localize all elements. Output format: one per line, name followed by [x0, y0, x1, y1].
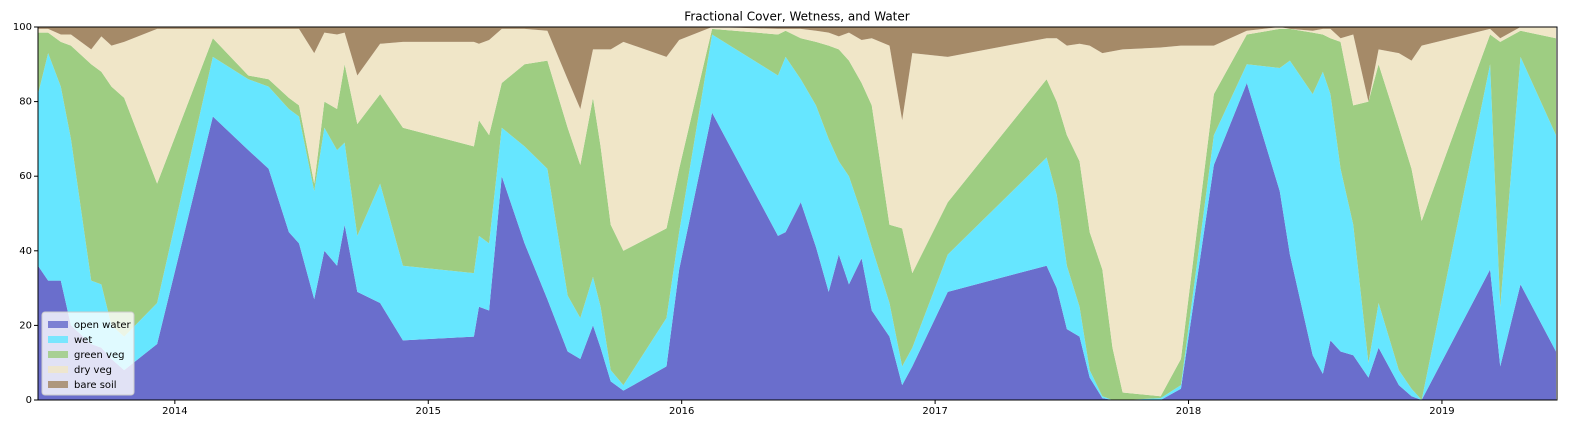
- legend-swatch: [48, 321, 68, 328]
- x-tick-label: 2015: [416, 406, 441, 417]
- legend-label: bare soil: [74, 380, 117, 391]
- area: [38, 82, 1556, 400]
- y-tick-label: 0: [26, 395, 32, 406]
- chart-title: Fractional Cover, Wetness, and Water: [684, 10, 909, 24]
- x-tick-label: 2016: [669, 406, 694, 417]
- x-tick-label: 2018: [1176, 406, 1201, 417]
- legend-label: open water: [74, 320, 132, 331]
- area: [38, 27, 1556, 121]
- legend-label: wet: [74, 335, 92, 346]
- y-tick-label: 40: [19, 246, 32, 257]
- y-tick-label: 60: [19, 171, 32, 182]
- area: [38, 34, 1556, 401]
- legend-swatch: [48, 381, 68, 388]
- y-tick-label: 80: [19, 97, 32, 108]
- y-tick-label: 100: [13, 22, 32, 33]
- legend-label: green veg: [74, 350, 124, 361]
- legend-box: [41, 311, 135, 396]
- area: [38, 28, 1556, 401]
- x-tick-label: 2014: [162, 406, 187, 417]
- legend-swatch: [48, 366, 68, 373]
- legend-label: dry veg: [74, 365, 112, 376]
- legend-swatch: [48, 351, 68, 358]
- legend-swatch: [48, 336, 68, 343]
- plot-frame: [37, 26, 1558, 401]
- legend: open water wet green veg dry veg bare soil: [41, 311, 135, 396]
- x-tick-label: 2019: [1429, 406, 1454, 417]
- area: [38, 27, 1556, 397]
- x-tick-label: 2017: [922, 406, 947, 417]
- y-tick-label: 20: [19, 320, 32, 331]
